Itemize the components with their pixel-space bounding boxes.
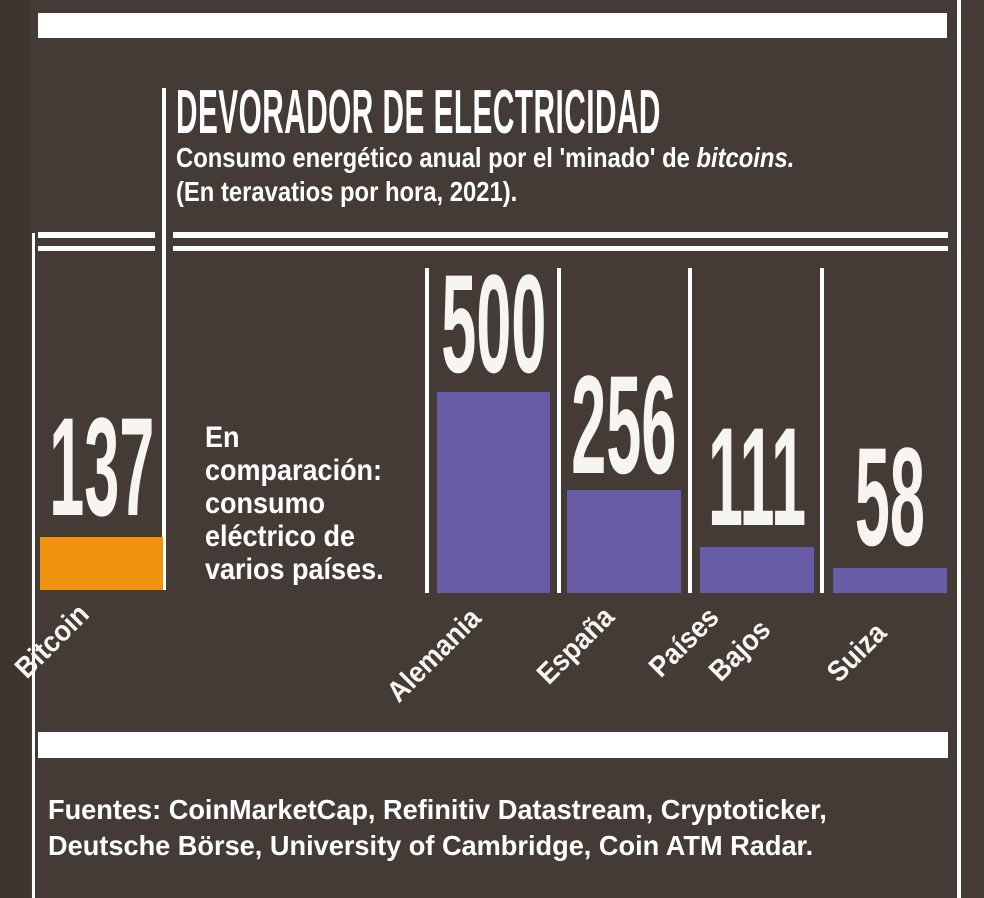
value-label-alemania: 500	[440, 245, 547, 402]
column-divider-alemania-espana	[557, 268, 561, 593]
title-divider-line	[162, 88, 166, 590]
sources-line2: Deutsche Börse, University of Cambridge,…	[48, 830, 814, 862]
subtitle-line2: (En teravatios por hora, 2021).	[176, 175, 518, 207]
sources-line1: Fuentes: CoinMarketCap, Refinitiv Datast…	[48, 794, 827, 825]
axis-label-espana: España	[531, 600, 621, 691]
bar-espana	[567, 490, 681, 593]
bar-paises-bajos	[700, 547, 814, 593]
double-rule-left-segment	[38, 232, 155, 251]
bar-suiza	[833, 568, 947, 593]
top-rule-bar	[38, 13, 947, 38]
right-vertical-line	[957, 0, 961, 898]
column-divider-alemania-left	[425, 268, 429, 593]
left-vertical-line	[32, 233, 35, 898]
axis-label-suiza: Suiza	[821, 616, 893, 689]
column-divider-espana-paisesbajos	[688, 268, 692, 593]
bar-alemania	[437, 392, 550, 593]
value-label-suiza: 58	[854, 418, 926, 575]
subtitle-line1-text: Consumo energético anual por el 'minado'…	[176, 142, 697, 173]
sources-text: Fuentes: CoinMarketCap, Refinitiv Datast…	[48, 792, 827, 865]
value-label-espana: 256	[571, 346, 677, 503]
value-label-bitcoin: 137	[48, 388, 155, 545]
subtitle-line1: Consumo energético anual por el 'minado'…	[176, 141, 794, 175]
column-divider-paisesbajos-suiza	[820, 268, 824, 593]
value-label-paises-bajos: 111	[707, 398, 807, 555]
bottom-rule-bar	[38, 732, 948, 758]
bar-bitcoin	[40, 537, 163, 590]
subtitle-bitcoins-italic: bitcoins.	[696, 142, 795, 173]
double-rule-right-segment	[173, 232, 948, 251]
chart-subtitle: Consumo energético anual por el 'minado'…	[176, 141, 794, 208]
chart-title: DEVORADOR DE ELECTRICIDAD	[176, 78, 661, 147]
comparison-note: En comparación: consumo eléctrico de var…	[205, 421, 384, 586]
axis-label-alemania: Alemania	[381, 602, 488, 709]
left-edge-strip	[0, 0, 30, 898]
